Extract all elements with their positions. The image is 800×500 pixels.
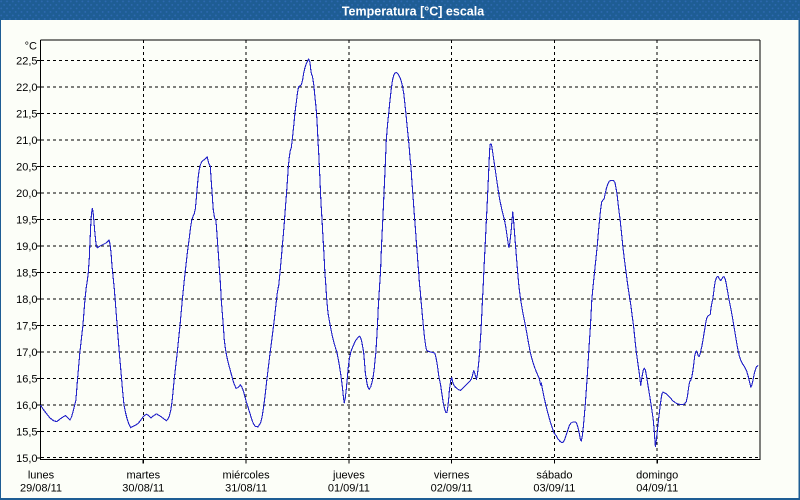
- svg-text:20,5: 20,5: [16, 162, 37, 174]
- svg-text:17,5: 17,5: [16, 321, 37, 333]
- svg-text:03/09/11: 03/09/11: [533, 483, 575, 495]
- svg-text:04/09/11: 04/09/11: [636, 483, 678, 495]
- svg-text:viernes: viernes: [434, 470, 470, 482]
- svg-text:21,5: 21,5: [16, 109, 37, 121]
- svg-text:sábado: sábado: [536, 470, 572, 482]
- svg-text:lunes: lunes: [28, 470, 55, 482]
- svg-text:20,0: 20,0: [16, 188, 37, 200]
- svg-text:31/08/11: 31/08/11: [225, 483, 267, 495]
- svg-text:miércoles: miércoles: [223, 470, 271, 482]
- svg-text:01/09/11: 01/09/11: [328, 483, 370, 495]
- svg-text:22,5: 22,5: [16, 56, 37, 68]
- svg-text:°C: °C: [25, 41, 37, 53]
- svg-text:16,0: 16,0: [16, 400, 37, 412]
- svg-text:16,5: 16,5: [16, 374, 37, 386]
- svg-text:jueves: jueves: [332, 470, 365, 482]
- svg-text:martes: martes: [126, 470, 160, 482]
- svg-text:18,5: 18,5: [16, 268, 37, 280]
- svg-text:30/08/11: 30/08/11: [122, 483, 164, 495]
- svg-text:21,0: 21,0: [16, 135, 37, 147]
- svg-text:18,0: 18,0: [16, 294, 37, 306]
- svg-text:15,5: 15,5: [16, 427, 37, 439]
- svg-text:19,0: 19,0: [16, 241, 37, 253]
- svg-text:domingo: domingo: [636, 470, 678, 482]
- svg-text:17,0: 17,0: [16, 347, 37, 359]
- svg-text:29/08/11: 29/08/11: [20, 483, 62, 495]
- svg-text:15,0: 15,0: [16, 453, 37, 465]
- svg-text:Temperatura [°C] escala: Temperatura [°C] escala: [342, 5, 485, 19]
- svg-text:02/09/11: 02/09/11: [431, 483, 473, 495]
- svg-text:19,5: 19,5: [16, 215, 37, 227]
- svg-text:22,0: 22,0: [16, 82, 37, 94]
